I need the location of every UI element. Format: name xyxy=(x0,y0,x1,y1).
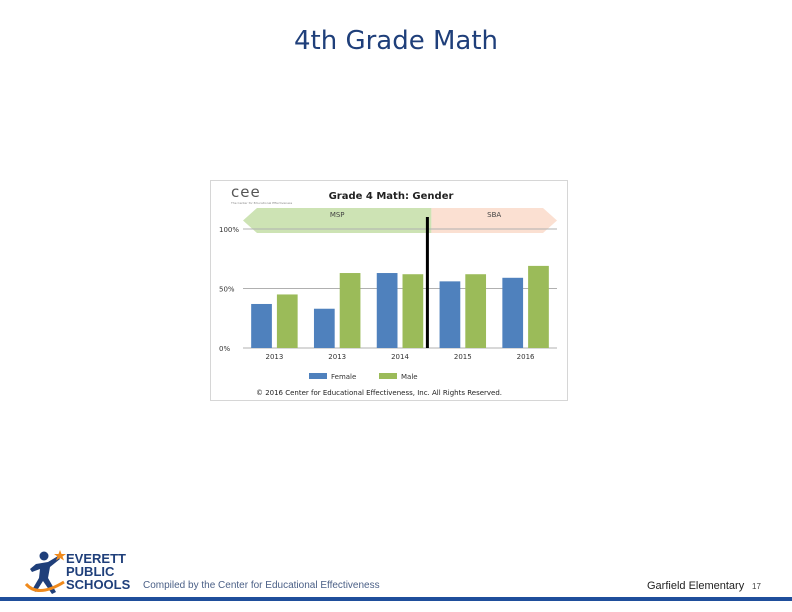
legend-swatch-male xyxy=(379,373,397,379)
bar-female-1 xyxy=(313,308,335,348)
bar-female-0 xyxy=(251,303,272,348)
y-tick-label: 0% xyxy=(219,345,230,353)
bar-male-0 xyxy=(276,294,298,348)
test-band-label: SBA xyxy=(487,211,501,219)
logo-line-schools: SCHOOLS xyxy=(66,577,131,592)
footer-credit: Compiled by the Center for Educational E… xyxy=(143,580,380,591)
bar-male-2 xyxy=(402,274,424,348)
test-band-msp xyxy=(243,208,432,233)
legend-swatch-female xyxy=(309,373,327,379)
chart-image: cee The Center for Educational Effective… xyxy=(210,180,568,401)
bar-female-3 xyxy=(439,281,461,348)
footer-school-name: Garfield Elementary xyxy=(647,580,745,592)
logo-line-everett: EVERETT xyxy=(66,551,126,566)
y-tick-label: 50% xyxy=(219,286,235,294)
x-tick-label: 2014 xyxy=(391,353,409,361)
slide-title: 4th Grade Math xyxy=(293,26,499,56)
legend-label-female: Female xyxy=(331,373,356,381)
x-tick-label: 2013 xyxy=(265,353,283,361)
bar-male-4 xyxy=(528,265,549,348)
test-band-label: MSP xyxy=(330,211,345,219)
footer-bar xyxy=(0,597,792,601)
logo-wordmark: EVERETT PUBLIC SCHOOLS xyxy=(66,552,130,591)
x-tick-label: 2013 xyxy=(328,353,346,361)
bar-chart: cee The Center for Educational Effective… xyxy=(219,183,557,397)
runner-figure-icon xyxy=(24,550,66,594)
page-number: 17 xyxy=(752,582,761,591)
x-tick-label: 2016 xyxy=(517,353,535,361)
bar-female-2 xyxy=(376,273,398,348)
chart-title: Grade 4 Math: Gender xyxy=(329,191,454,202)
chart-badge-logo: cee The Center for Educational Effective… xyxy=(230,183,293,205)
logo-line-public: PUBLIC xyxy=(66,564,115,579)
chart-copyright: © 2016 Center for Educational Effectiven… xyxy=(256,389,502,397)
bar-male-3 xyxy=(465,274,487,348)
cee-logo-tagline: The Center for Educational Effectiveness xyxy=(230,201,293,205)
bar-female-4 xyxy=(502,277,524,348)
x-tick-label: 2015 xyxy=(454,353,472,361)
everett-public-schools-logo: EVERETT PUBLIC SCHOOLS xyxy=(24,548,139,598)
cee-logo-text: cee xyxy=(231,183,261,201)
y-tick-label: 100% xyxy=(219,226,239,234)
legend-label-male: Male xyxy=(401,373,418,381)
test-band-sba xyxy=(431,208,557,233)
bar-male-1 xyxy=(339,273,361,348)
